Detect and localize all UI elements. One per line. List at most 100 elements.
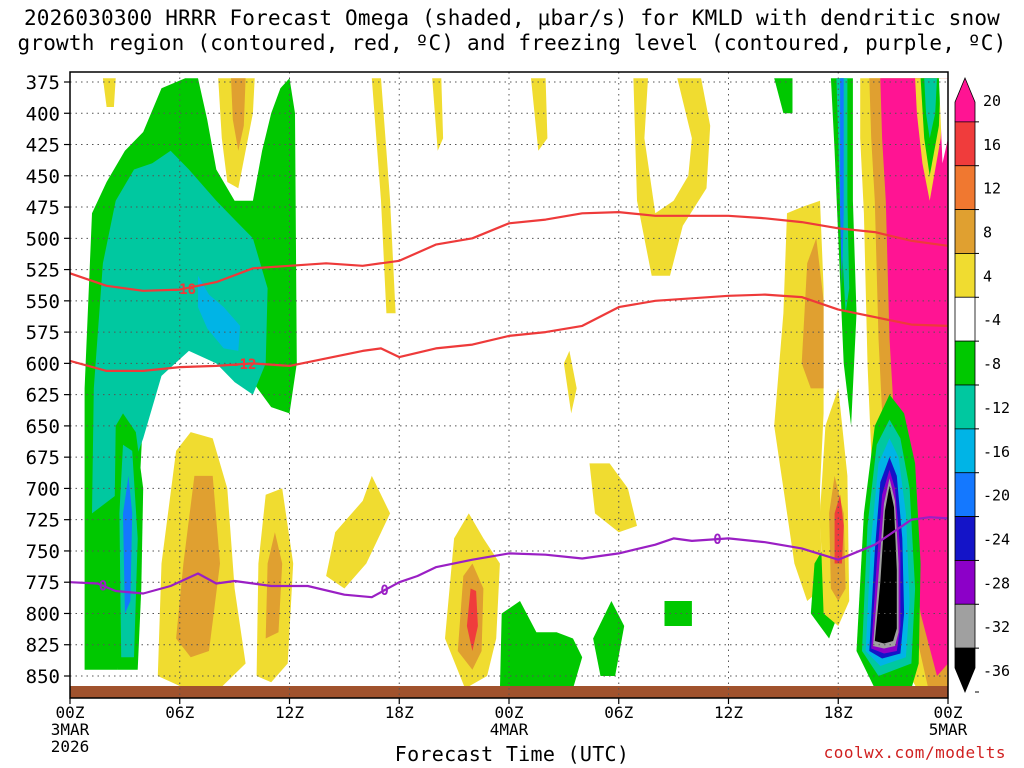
x-tick-label-30: 06Z [604, 703, 633, 722]
y-tick-label-575: 575 [26, 322, 60, 344]
x-tick-label-36: 12Z [714, 703, 743, 722]
colorbar-label-7: -12 [983, 399, 1010, 417]
colorbar-swatch-6 [954, 340, 976, 386]
contour-freezing-level-0 [70, 516, 948, 599]
colorbar-swatch-2 [954, 165, 976, 210]
colorbar-swatch-1 [954, 121, 976, 167]
shaded-region-yellow-col-hr31 [633, 78, 711, 276]
colorbar-label-10: -24 [983, 531, 1010, 549]
colorbar-label-12: -32 [983, 618, 1010, 636]
y-axis: 375 400 425 450 475 500 525 550 575 600 625 650 675 7… [26, 72, 70, 688]
shaded-region-green-bottom-hr25 [499, 601, 583, 691]
shaded-region-yellow-top-hr2 [102, 78, 116, 107]
colorbar-label-11: -28 [983, 574, 1010, 592]
shaded-region-blue-col-hr42 [840, 78, 844, 289]
chart-title: 2026030300 HRRR Forecast Omega (shaded, … [0, 6, 1024, 56]
contour-snow-growth-minus-18 [70, 211, 948, 292]
y-tick-label-375: 375 [26, 72, 60, 94]
colorbar-swatch-12 [954, 603, 976, 649]
shaded-region-yellow-col-hr16 [371, 78, 396, 314]
chart-title-line2: growth region (contoured, red, ºC) and f… [17, 31, 1007, 55]
colorbar-swatch-8 [954, 428, 976, 474]
colorbar-swatch-5 [954, 296, 976, 342]
colorbar-swatch-13 [954, 647, 976, 694]
y-tick-label-750: 750 [26, 541, 60, 563]
colorbar-swatch-9 [954, 472, 976, 517]
y-tick-label-850: 850 [26, 666, 60, 688]
shaded-region-orange-block-hr40 [801, 238, 824, 389]
y-tick-label-450: 450 [26, 166, 60, 188]
shaded-region-yellow-col-hr20 [432, 78, 444, 151]
shaded-region-green-rect-hr32 [664, 601, 692, 626]
contour-label-freezing-level-0-2: 0 [713, 532, 721, 548]
terrain-strip [70, 686, 948, 698]
y-tick-label-550: 550 [26, 291, 60, 313]
x-tick-label-0: 00Z [56, 703, 85, 722]
colorbar-swatch-4 [954, 253, 976, 298]
colorbar-label-0: 20 [983, 92, 1001, 110]
y-tick-label-600: 600 [26, 353, 60, 375]
contour-layer: -18 -12 0 0 0 [70, 211, 948, 599]
y-tick-label-725: 725 [26, 510, 60, 532]
colorbar-label-1: 16 [983, 136, 1001, 154]
contour-snow-growth-minus-12 [70, 293, 948, 372]
colorbar-swatch-10 [954, 516, 976, 561]
shaded-region-teal-notch-top [924, 78, 937, 139]
x-tick-year-0: 2026 [51, 737, 90, 756]
grid-layer [70, 72, 948, 698]
x-tick-label-48: 00Z [934, 703, 963, 722]
y-tick-label-625: 625 [26, 385, 60, 407]
shaded-region-black-core [874, 485, 897, 644]
y-tick-label-825: 825 [26, 635, 60, 657]
colorbar-label-2: 12 [983, 180, 1001, 198]
shaded-region-white-notch-top [938, 78, 948, 164]
shaded-region-magenta-right-tall [880, 78, 948, 676]
shaded-region-green-top-hr40 [774, 78, 793, 114]
shaded-region-teal-block-early [92, 150, 268, 514]
contour-label-snow-growth-minus-12-0: -12 [231, 357, 256, 373]
colorbar-label-5: -4 [983, 311, 1001, 329]
x-tick-date-24: 4MAR [490, 720, 529, 739]
colorbar-swatch-7 [954, 384, 976, 430]
colorbar-label-13: -36 [983, 662, 1010, 680]
y-tick-label-775: 775 [26, 572, 60, 594]
contour-label-snow-growth-minus-18-0: -18 [171, 282, 196, 298]
chart-title-line1: 2026030300 HRRR Forecast Omega (shaded, … [23, 6, 1001, 30]
y-tick-label-500: 500 [26, 228, 60, 250]
x-tick-label-42: 18Z [824, 703, 853, 722]
x-tick-label-12: 12Z [275, 703, 304, 722]
colorbar-label-6: -8 [983, 355, 1001, 373]
shaded-region-yellow-col-hr26 [531, 78, 548, 151]
colorbar-swatch-0 [954, 76, 976, 123]
colorbar-swatch-11 [954, 560, 976, 605]
y-tick-label-800: 800 [26, 603, 60, 625]
y-tick-label-425: 425 [26, 135, 60, 157]
colorbar: 20 16 12 8 4 -4 -8 -12 -16 -20 -24 -28 -32 -36 [954, 76, 1010, 694]
x-axis-label: Forecast Time (UTC) [394, 742, 630, 766]
shaded-region-red-right-hr42 [834, 494, 844, 564]
colorbar-label-8: -16 [983, 443, 1010, 461]
y-tick-label-525: 525 [26, 260, 60, 282]
shaded-region-red-spot-hr22 [466, 588, 478, 651]
x-tick-label-6: 06Z [165, 703, 194, 722]
colorbar-label-9: -20 [983, 487, 1010, 505]
credit-link[interactable]: coolwx.com/modelts [823, 743, 1006, 762]
shaded-region-yellow-mid-hr16 [326, 475, 391, 589]
terrain-layer [70, 686, 948, 698]
x-tick-date-48: 5MAR [929, 720, 968, 739]
y-tick-label-675: 675 [26, 447, 60, 469]
shaded-region-green-bottom-hr29 [593, 601, 625, 676]
y-tick-label-700: 700 [26, 478, 60, 500]
x-tick-label-24: 00Z [495, 703, 524, 722]
contour-label-freezing-level-0-0: 0 [99, 579, 107, 595]
y-tick-label-400: 400 [26, 103, 60, 125]
shaded-region-orange-low-hr6 [176, 475, 220, 658]
y-tick-label-650: 650 [26, 416, 60, 438]
shaded-region-yellow-col-hr25 [563, 350, 577, 414]
shaded-region-yellow-col-hr28 [589, 463, 637, 533]
x-tick-label-18: 18Z [385, 703, 414, 722]
colorbar-swatch-3 [954, 209, 976, 254]
y-tick-label-475: 475 [26, 197, 60, 219]
